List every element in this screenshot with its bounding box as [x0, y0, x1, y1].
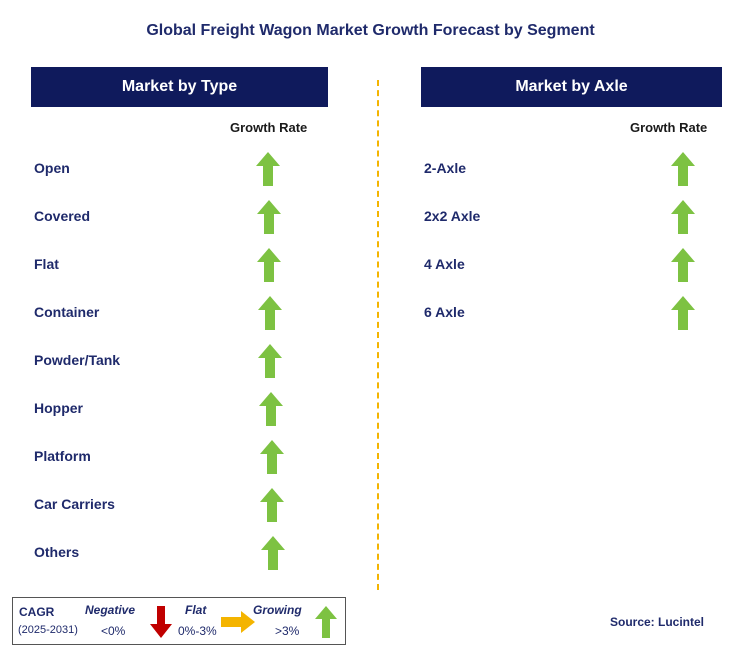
segment-label: 4 Axle: [424, 256, 465, 272]
segment-label: Container: [34, 304, 100, 320]
legend-growing-range: >3%: [275, 624, 300, 638]
legend-period: (2025-2031): [18, 624, 78, 636]
page-title: Global Freight Wagon Market Growth Forec…: [146, 22, 595, 39]
up-arrow-icon: [256, 200, 281, 234]
legend-flat-range: 0%-3%: [178, 624, 217, 638]
legend-flat-label: Flat: [185, 603, 207, 617]
segment-label: Others: [34, 544, 80, 560]
legend-negative-label: Negative: [85, 603, 136, 617]
right-arrow-icon: [221, 611, 255, 633]
segment-label: 2x2 Axle: [424, 208, 481, 224]
segment-label: Covered: [34, 208, 91, 224]
panel-divider: [377, 80, 379, 590]
legend-growing-label: Growing: [253, 603, 302, 617]
up-arrow-icon: [671, 296, 695, 330]
up-arrow-icon: [256, 152, 280, 186]
down-arrow-icon: [150, 606, 172, 638]
segment-label: Car Carriers: [34, 496, 115, 512]
segment-label: Open: [34, 160, 70, 176]
segment-label: 6 Axle: [424, 304, 465, 320]
axle-growth-rate-label: Growth Rate: [630, 120, 708, 135]
up-arrow-icon: [260, 488, 285, 522]
up-arrow-icon: [260, 536, 285, 570]
legend-cagr-label: CAGR: [19, 605, 55, 619]
segment-label: Hopper: [34, 400, 83, 416]
legend-negative-range: <0%: [101, 624, 126, 638]
segment-label: Flat: [34, 256, 59, 272]
up-arrow-icon: [671, 152, 695, 186]
segment-label: Platform: [34, 448, 91, 464]
market-by-axle-header: Market by Axle: [421, 67, 722, 107]
up-arrow-icon: [671, 200, 695, 234]
up-arrow-icon: [257, 296, 282, 330]
up-arrow-icon: [315, 606, 337, 638]
source-note: Source: Lucintel: [610, 615, 705, 629]
type-growth-rate-label: Growth Rate: [230, 120, 308, 135]
cagr-legend: CAGR (2025-2031) Negative <0% Flat 0%-3%…: [12, 597, 346, 645]
market-by-type-header: Market by Type: [31, 67, 328, 107]
segment-label: 2-Axle: [424, 160, 467, 176]
up-arrow-icon: [257, 248, 282, 282]
up-arrow-icon: [258, 344, 283, 378]
up-arrow-icon: [671, 248, 695, 282]
segment-label: Powder/Tank: [34, 352, 121, 368]
up-arrow-icon: [259, 392, 283, 426]
up-arrow-icon: [259, 440, 284, 474]
